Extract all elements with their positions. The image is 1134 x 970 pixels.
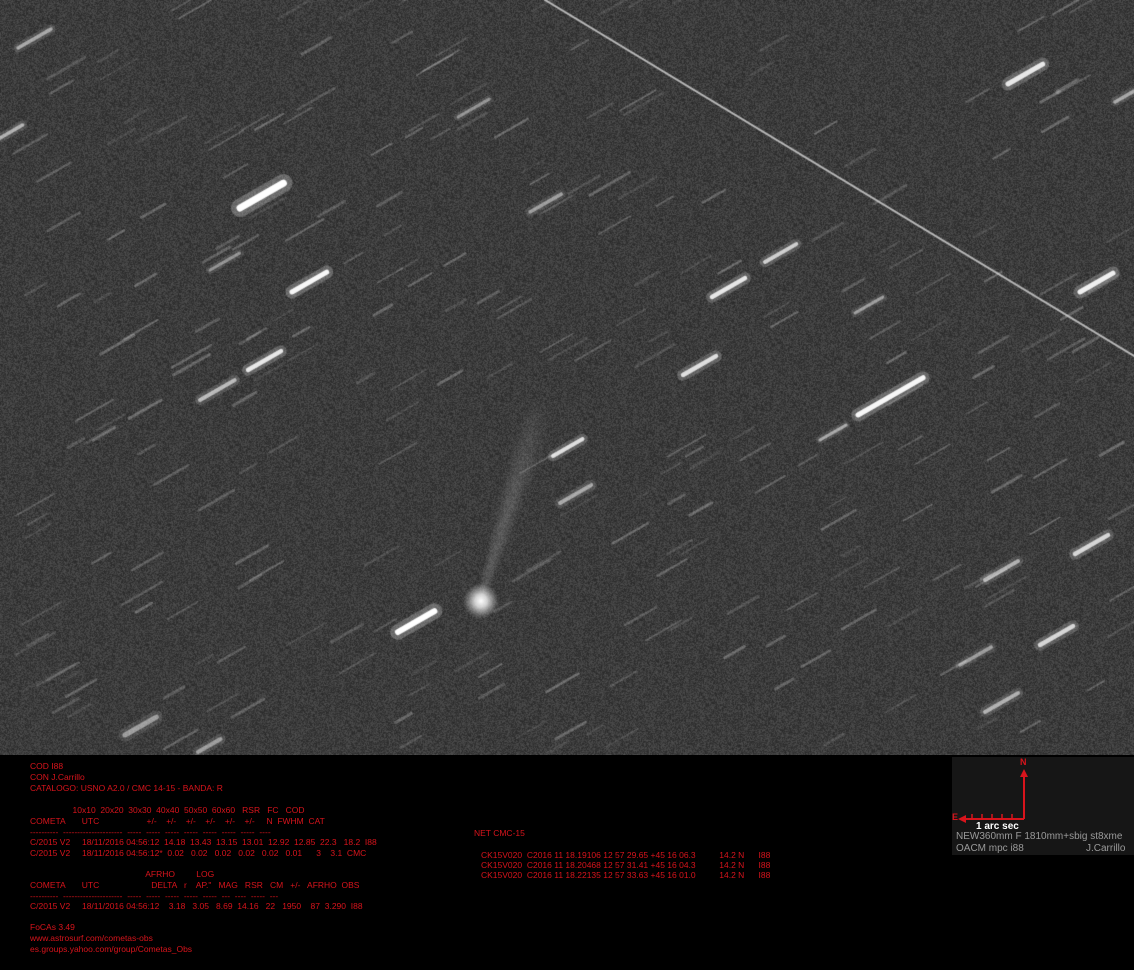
net-row: CK15V020 C2016 11 18.22135 12 57 33.63 +… — [481, 870, 771, 880]
comet-photo — [0, 0, 1134, 755]
table1-row: C/2015 V2 18/11/2016 04:56:12 14.18 13.4… — [30, 837, 377, 847]
table2-header-main: COMETA UTC DELTA r AP." MAG RSR CM +/- A… — [30, 880, 360, 890]
table2-row: C/2015 V2 18/11/2016 04:56:12 3.18 3.05 … — [30, 901, 363, 911]
east-arrowhead-icon — [958, 815, 966, 823]
table2-rule: ---------- --------------------- ----- -… — [30, 891, 279, 901]
table1-rule: ---------- --------------------- ----- -… — [30, 827, 271, 837]
data-panel: COD I88 CON J.Carrillo CATALOGO: USNO A2… — [0, 755, 1134, 970]
footer-link-yahoo-group[interactable]: es.groups.yahoo.com/group/Cometas_Obs — [30, 944, 193, 954]
telescope-label: NEW360mm F 1810mm+sbig st8xme — [956, 831, 1123, 842]
table1-header-top: 10x10 20x20 30x30 40x40 50x50 60x60 RSR … — [30, 805, 305, 815]
observatory-label: OACM mpc i88 — [956, 843, 1024, 854]
north-label: N — [1020, 757, 1027, 767]
author-label: J.Carrillo — [1086, 843, 1126, 854]
east-label: E — [952, 812, 959, 822]
compass-graphic — [958, 769, 1028, 823]
table1-row: C/2015 V2 18/11/2016 04:56:12* 0.02 0.02… — [30, 848, 367, 858]
north-arrowhead-icon — [1020, 769, 1028, 777]
arc-sec-label: 1 arc sec — [976, 821, 1019, 832]
footer-software: FoCAs 3.49 — [30, 922, 75, 932]
footer-link-astrosurf[interactable]: www.astrosurf.com/cometas-obs — [30, 933, 153, 943]
orientation-scale-box: N E 1 arc sec NEW360mm F 1810mm+sbig st8… — [952, 757, 1134, 855]
net-row: CK15V020 C2016 11 18.20468 12 57 31.41 +… — [481, 860, 771, 870]
header-line-3: CATALOGO: USNO A2.0 / CMC 14-15 - BANDA:… — [30, 783, 223, 793]
table2-header-top: AFRHO LOG — [30, 869, 215, 879]
net-row: CK15V020 C2016 11 18.19106 12 57 29.65 +… — [481, 850, 771, 860]
table1-header-main: COMETA UTC +/- +/- +/- +/- +/- +/- N FWH… — [30, 816, 325, 826]
header-line-1: COD I88 — [30, 761, 64, 771]
header-line-2: CON J.Carrillo — [30, 772, 85, 782]
net-title: NET CMC-15 — [474, 828, 525, 838]
